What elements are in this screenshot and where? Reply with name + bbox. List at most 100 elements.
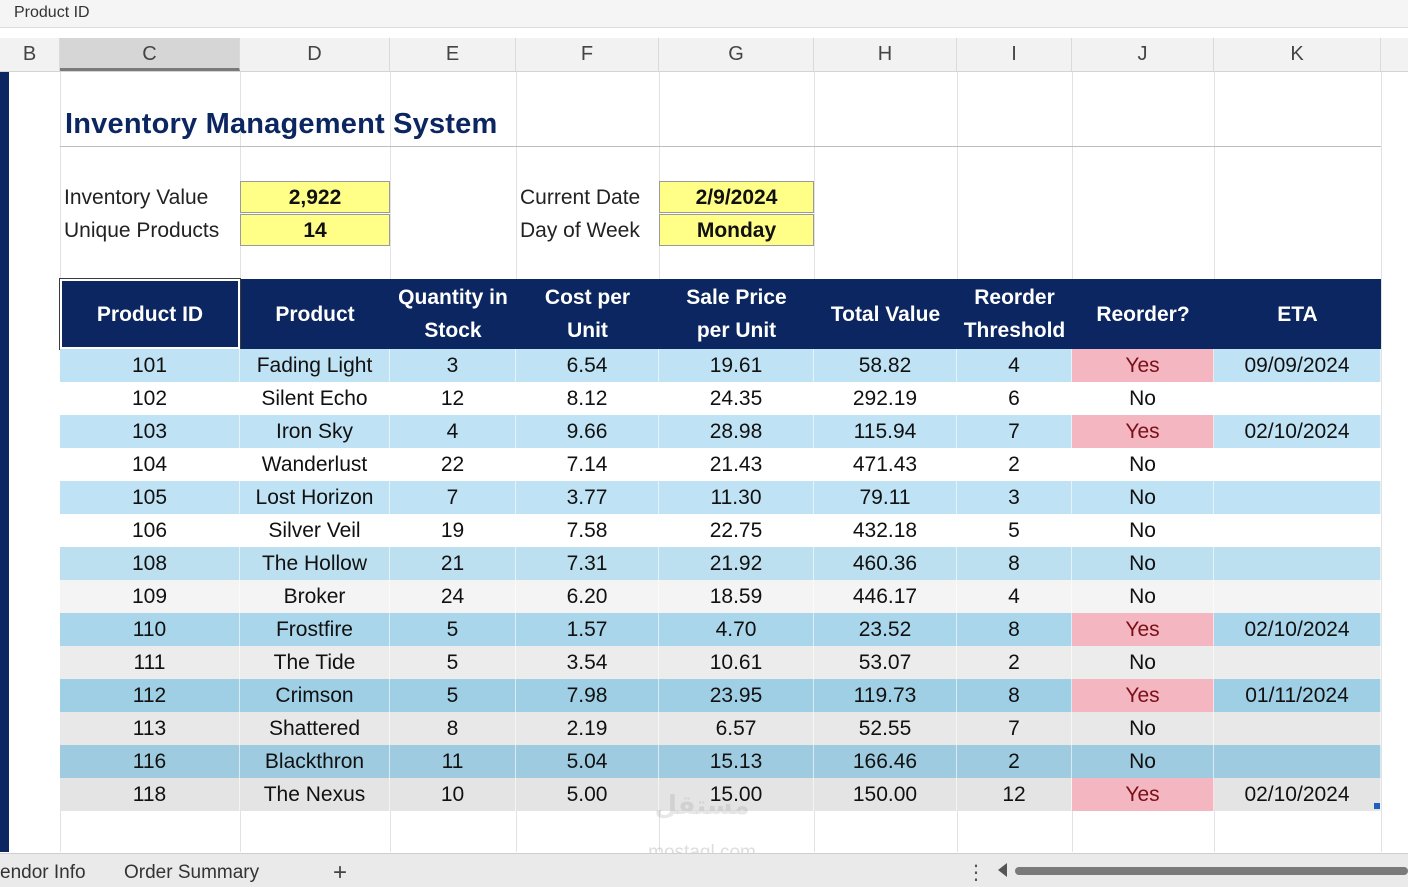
cell-cost[interactable]: 7.14 <box>516 448 659 481</box>
cell-product-id[interactable]: 101 <box>60 349 240 382</box>
cell-product[interactable]: Silver Veil <box>240 514 390 547</box>
cell-reorder[interactable]: Yes <box>1072 415 1214 448</box>
cell-reorder[interactable]: No <box>1072 745 1214 778</box>
cell-cost[interactable]: 9.66 <box>516 415 659 448</box>
cell-product[interactable]: Frostfire <box>240 613 390 646</box>
cell-reorder[interactable]: No <box>1072 382 1214 415</box>
cell-eta[interactable] <box>1214 382 1381 415</box>
cell-quantity[interactable]: 24 <box>390 580 516 613</box>
horizontal-scrollbar[interactable] <box>1015 867 1408 875</box>
cell-product-id[interactable]: 108 <box>60 547 240 580</box>
cell-total-value[interactable]: 53.07 <box>814 646 957 679</box>
header-cost-per-unit[interactable]: Cost per Unit <box>544 286 631 342</box>
column-header-b[interactable]: B <box>0 38 60 71</box>
more-options-icon[interactable]: ⋮ <box>966 862 986 884</box>
column-header-f[interactable]: F <box>516 38 659 71</box>
header-product-id[interactable]: Product ID <box>59 278 241 350</box>
cell-quantity[interactable]: 19 <box>390 514 516 547</box>
cell-reorder[interactable]: Yes <box>1072 778 1214 811</box>
cell-total-value[interactable]: 432.18 <box>814 514 957 547</box>
header-sale-price-per-unit[interactable]: Sale Price per Unit <box>686 286 787 342</box>
cell-eta[interactable] <box>1214 448 1381 481</box>
cell-reorder[interactable]: Yes <box>1072 679 1214 712</box>
cell-product-id[interactable]: 113 <box>60 712 240 745</box>
cell-product-id[interactable]: 110 <box>60 613 240 646</box>
cell-product[interactable]: Wanderlust <box>240 448 390 481</box>
header-eta[interactable]: ETA <box>1277 302 1318 326</box>
cell-reorder[interactable]: Yes <box>1072 613 1214 646</box>
header-product[interactable]: Product <box>275 302 355 326</box>
day-of-week-cell[interactable]: Monday <box>659 214 814 246</box>
cell-product-id[interactable]: 105 <box>60 481 240 514</box>
cell-reorder[interactable]: No <box>1072 580 1214 613</box>
cell-total-value[interactable]: 52.55 <box>814 712 957 745</box>
cell-product[interactable]: Silent Echo <box>240 382 390 415</box>
cell-product[interactable]: Broker <box>240 580 390 613</box>
column-header-e[interactable]: E <box>390 38 516 71</box>
cell-quantity[interactable]: 4 <box>390 415 516 448</box>
cell-threshold[interactable]: 2 <box>957 448 1072 481</box>
column-header-h[interactable]: H <box>814 38 957 71</box>
cell-product-id[interactable]: 102 <box>60 382 240 415</box>
cell-quantity[interactable]: 11 <box>390 745 516 778</box>
unique-products-cell[interactable]: 14 <box>240 214 390 246</box>
cell-sale-price[interactable]: 11.30 <box>659 481 814 514</box>
cell-product[interactable]: Shattered <box>240 712 390 745</box>
cell-eta[interactable]: 02/10/2024 <box>1214 415 1381 448</box>
cell-cost[interactable]: 3.54 <box>516 646 659 679</box>
cell-eta[interactable] <box>1214 712 1381 745</box>
cell-threshold[interactable]: 7 <box>957 415 1072 448</box>
cell-total-value[interactable]: 119.73 <box>814 679 957 712</box>
scroll-left-icon[interactable] <box>998 863 1007 877</box>
cell-cost[interactable]: 6.54 <box>516 349 659 382</box>
header-total-value[interactable]: Total Value <box>830 302 941 326</box>
cell-product-id[interactable]: 109 <box>60 580 240 613</box>
cell-eta[interactable]: 02/10/2024 <box>1214 613 1381 646</box>
cell-total-value[interactable]: 150.00 <box>814 778 957 811</box>
cell-quantity[interactable]: 10 <box>390 778 516 811</box>
cell-product[interactable]: Crimson <box>240 679 390 712</box>
cell-eta[interactable] <box>1214 646 1381 679</box>
cell-sale-price[interactable]: 15.13 <box>659 745 814 778</box>
cell-sale-price[interactable]: 6.57 <box>659 712 814 745</box>
cell-cost[interactable]: 5.04 <box>516 745 659 778</box>
cell-quantity[interactable]: 5 <box>390 613 516 646</box>
cell-reorder[interactable]: No <box>1072 514 1214 547</box>
header-quantity-in-stock[interactable]: Quantity in Stock <box>398 286 508 342</box>
cell-threshold[interactable]: 8 <box>957 547 1072 580</box>
cell-eta[interactable] <box>1214 745 1381 778</box>
cell-product[interactable]: The Tide <box>240 646 390 679</box>
cell-threshold[interactable]: 5 <box>957 514 1072 547</box>
cell-product-id[interactable]: 103 <box>60 415 240 448</box>
cell-product[interactable]: The Nexus <box>240 778 390 811</box>
cell-sale-price[interactable]: 23.95 <box>659 679 814 712</box>
cell-sale-price[interactable]: 21.92 <box>659 547 814 580</box>
cell-cost[interactable]: 5.00 <box>516 778 659 811</box>
cell-quantity[interactable]: 5 <box>390 679 516 712</box>
cell-eta[interactable]: 01/11/2024 <box>1214 679 1381 712</box>
cell-reorder[interactable]: No <box>1072 646 1214 679</box>
cell-threshold[interactable]: 2 <box>957 646 1072 679</box>
cell-product[interactable]: Fading Light <box>240 349 390 382</box>
cell-product-id[interactable]: 112 <box>60 679 240 712</box>
cell-sale-price[interactable]: 19.61 <box>659 349 814 382</box>
cell-total-value[interactable]: 79.11 <box>814 481 957 514</box>
column-header-k[interactable]: K <box>1214 38 1381 71</box>
cell-reorder[interactable]: No <box>1072 481 1214 514</box>
cell-cost[interactable]: 8.12 <box>516 382 659 415</box>
cell-cost[interactable]: 1.57 <box>516 613 659 646</box>
cell-reorder[interactable]: Yes <box>1072 349 1214 382</box>
cell-total-value[interactable]: 292.19 <box>814 382 957 415</box>
cell-quantity[interactable]: 5 <box>390 646 516 679</box>
cell-sale-price[interactable]: 15.00 <box>659 778 814 811</box>
cell-threshold[interactable]: 8 <box>957 613 1072 646</box>
cell-total-value[interactable]: 166.46 <box>814 745 957 778</box>
cell-eta[interactable] <box>1214 547 1381 580</box>
cell-product-id[interactable]: 106 <box>60 514 240 547</box>
cell-total-value[interactable]: 446.17 <box>814 580 957 613</box>
cell-sale-price[interactable]: 28.98 <box>659 415 814 448</box>
cell-sale-price[interactable]: 22.75 <box>659 514 814 547</box>
cell-quantity[interactable]: 8 <box>390 712 516 745</box>
column-header-d[interactable]: D <box>240 38 390 71</box>
cell-threshold[interactable]: 2 <box>957 745 1072 778</box>
